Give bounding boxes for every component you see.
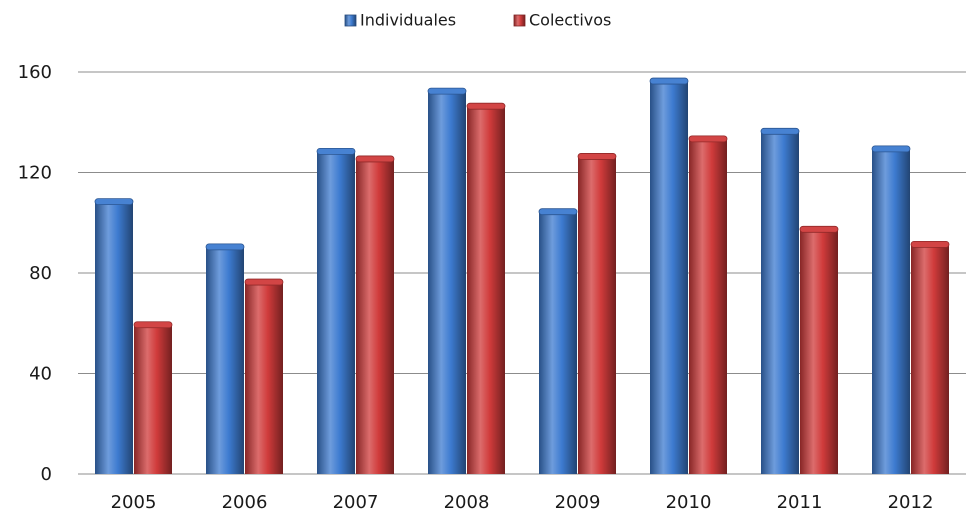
y-tick-label: 120: [18, 163, 52, 184]
bar-cap: [244, 278, 284, 286]
x-tick-label: 2010: [666, 492, 712, 513]
y-tick-label: 40: [29, 364, 52, 385]
bar-cap: [910, 240, 950, 248]
x-tick-label: 2005: [111, 492, 157, 513]
legend-swatch: [344, 14, 357, 27]
bar: [911, 245, 949, 474]
bar-individuales-2009: [538, 208, 578, 474]
bar-individuales-2008: [427, 87, 467, 474]
bar-colectivos-2008: [466, 102, 506, 475]
bar-cap: [316, 147, 356, 155]
bar: [95, 202, 133, 474]
bar-colectivos-2011: [799, 225, 839, 474]
bar: [356, 159, 394, 474]
x-tick-label: 2008: [444, 492, 490, 513]
bar-cap: [649, 77, 689, 85]
bar-cap: [205, 243, 245, 251]
bar: [578, 157, 616, 475]
bar: [317, 152, 355, 474]
y-tick-label: 80: [29, 263, 52, 284]
bar-individuales-2011: [760, 127, 800, 475]
bar-cap: [799, 225, 839, 233]
bar-cap: [355, 155, 395, 163]
x-axis: 2005 2006 2007 2008 2009 2010 2011 2012: [111, 492, 934, 513]
bar-colectivos-2012: [910, 240, 950, 474]
bar-colectivos-2007: [355, 155, 395, 474]
bar-cap: [538, 208, 578, 216]
bar: [134, 325, 172, 474]
bar: [245, 283, 283, 474]
legend-item-individuales: Individuales: [344, 11, 456, 30]
bar: [650, 82, 688, 475]
bar-cap: [577, 153, 617, 160]
bar: [467, 107, 505, 475]
bars: [94, 77, 950, 475]
bar-individuales-2012: [871, 145, 911, 474]
x-tick-label: 2007: [333, 492, 379, 513]
bar-colectivos-2006: [244, 278, 284, 474]
y-axis: 0 40 80 120 160: [18, 62, 52, 485]
bar-cap: [427, 87, 467, 95]
bar-individuales-2006: [205, 243, 245, 474]
bar-individuales-2005: [94, 198, 134, 474]
bar-cap: [688, 135, 728, 143]
bar: [428, 92, 466, 474]
bar-colectivos-2009: [577, 153, 617, 475]
bar: [206, 247, 244, 474]
legend: Individuales Colectivos: [344, 11, 611, 30]
bar: [761, 132, 799, 475]
bar: [539, 212, 577, 474]
bar-cap: [94, 198, 134, 206]
bar: [800, 230, 838, 474]
x-tick-label: 2012: [888, 492, 934, 513]
x-tick-label: 2011: [777, 492, 823, 513]
bar-colectivos-2010: [688, 135, 728, 474]
y-tick-label: 160: [18, 62, 52, 83]
legend-swatch: [513, 14, 526, 27]
bar: [872, 149, 910, 474]
bar-cap: [871, 145, 911, 153]
bar-individuales-2010: [649, 77, 689, 475]
y-tick-label: 0: [41, 464, 52, 485]
bar-colectivos-2005: [133, 321, 173, 474]
x-tick-label: 2006: [222, 492, 268, 513]
bar-cap: [466, 102, 506, 110]
legend-label: Individuales: [360, 11, 456, 30]
bar-individuales-2007: [316, 147, 356, 474]
legend-label: Colectivos: [529, 11, 611, 30]
x-tick-label: 2009: [555, 492, 601, 513]
legend-item-colectivos: Colectivos: [513, 11, 611, 30]
bar-cap: [760, 127, 800, 135]
bar-cap: [133, 321, 173, 329]
bar: [689, 139, 727, 474]
